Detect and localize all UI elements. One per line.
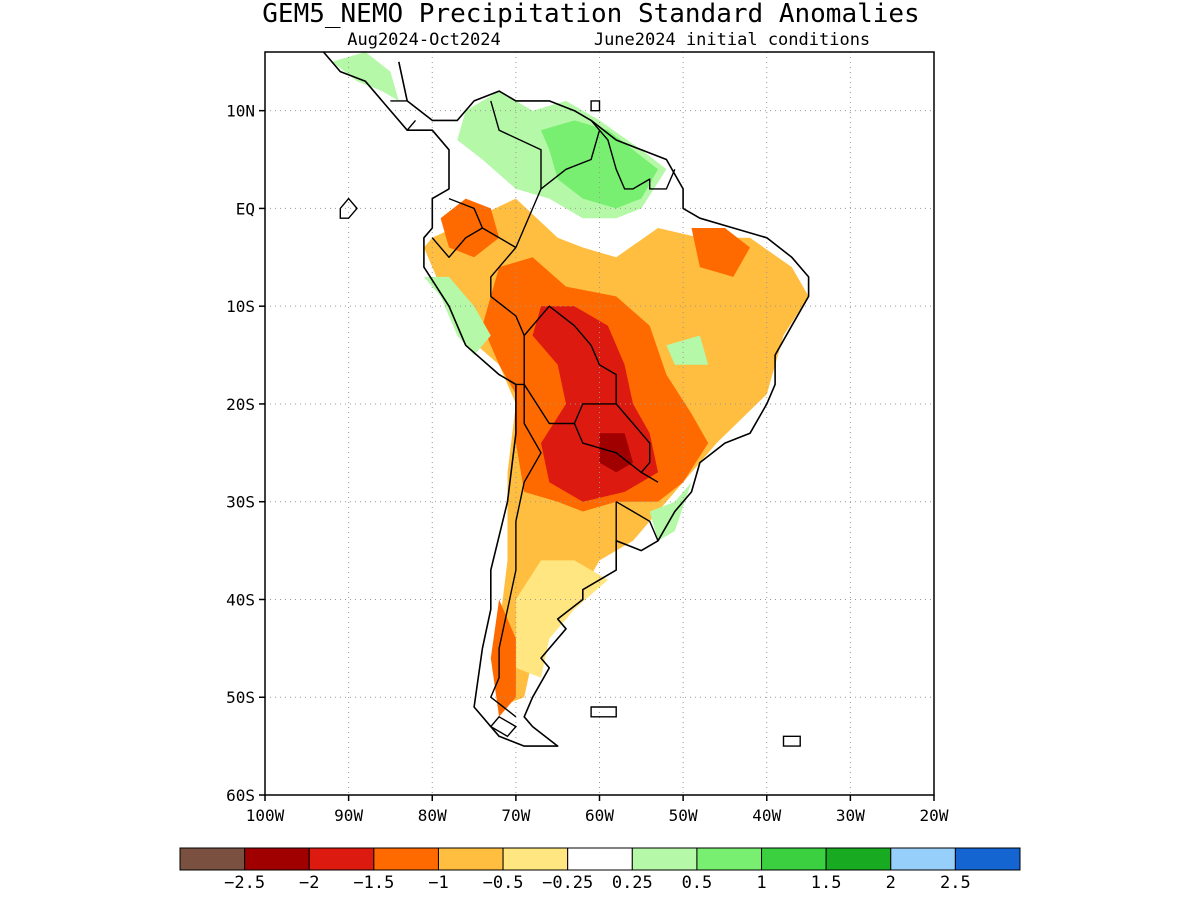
colorbar-swatch (825, 847, 892, 871)
colorbar-swatch (954, 847, 1021, 871)
anomaly-region-13 (666, 335, 709, 365)
lon-tick-label: 80W (418, 806, 447, 825)
colorbar-label: 1 (756, 873, 766, 893)
country-border (448, 197, 517, 249)
map-title: GEM5_NEMO Precipitation Standard Anomali… (262, 0, 919, 29)
lon-tick-label: 60W (585, 806, 614, 825)
coastlines (322, 52, 810, 747)
colorbar-label: 2.5 (940, 873, 971, 893)
island-outline (489, 715, 517, 738)
colorbar-label: 0.25 (612, 873, 653, 893)
map-subtitle-initial-conditions: June2024 initial conditions (594, 30, 870, 50)
lat-tick-label: 60S (226, 786, 255, 805)
country-border (573, 403, 651, 474)
map-subtitle-period: Aug2024-Oct2024 (347, 30, 501, 50)
anomaly-region-4 (691, 228, 750, 277)
country-border (523, 305, 617, 425)
longitude-axis: 100W 90W 80W 70W 60W 50W 40W 30W 20W (246, 795, 949, 825)
anomaly-region-11 (331, 52, 399, 101)
colorbar-swatch (437, 847, 504, 871)
colorbar-label: −1 (428, 873, 448, 893)
map-area: 10N EQ 10S 20S 30S 40S 50S 60S 100W 90W 80W 70W 60W… (226, 51, 949, 825)
lon-tick-label: 50W (669, 806, 698, 825)
colorbar-swatch (567, 847, 633, 871)
island-outline (782, 735, 801, 747)
country-border (615, 501, 659, 542)
colorbar-label: −0.5 (483, 873, 524, 893)
lon-tick-label: 100W (246, 806, 285, 825)
lat-tick-label: 30S (226, 493, 255, 512)
country-border (431, 227, 483, 258)
island-outline (590, 706, 617, 718)
island-outline (339, 197, 358, 219)
lat-tick-label: 10N (226, 102, 255, 121)
colorbar-swatch (308, 847, 375, 871)
colorbar-swatch (890, 847, 956, 871)
latitude-axis: 10N EQ 10S 20S 30S 40S 50S 60S (226, 102, 265, 805)
anomaly-region-9 (541, 120, 658, 209)
colorbar-swatch (761, 847, 827, 871)
anomaly-region-1 (515, 560, 608, 678)
colorbar-label: −2.5 (224, 873, 265, 893)
country-border (598, 129, 676, 190)
colorbar-label: −2 (299, 873, 319, 893)
colorbar-label: 1.5 (811, 873, 842, 893)
colorbar-swatch (179, 847, 246, 871)
colorbar-label: −0.25 (542, 873, 593, 893)
country-border (490, 384, 542, 718)
anomaly-region-5 (490, 599, 516, 717)
lat-tick-label: 40S (226, 590, 255, 609)
country-border (540, 119, 601, 190)
lat-tick-label: EQ (236, 199, 255, 218)
lon-tick-label: 90W (334, 806, 363, 825)
lat-tick-label: 20S (226, 395, 255, 414)
colorbar-label: 2 (886, 873, 896, 893)
colorbar: −2.5 −2 −1.5 −1 −0.5 −0.25 0.25 0.5 1 1.5 2 2.5 (179, 847, 1021, 893)
colorbar-label: 0.5 (682, 873, 713, 893)
colorbar-label: −1.5 (353, 873, 394, 893)
colorbar-swatch (502, 847, 569, 871)
lon-tick-label: 70W (501, 806, 530, 825)
colorbar-swatch (631, 847, 698, 871)
lat-tick-label: 10S (226, 297, 255, 316)
coastline (322, 52, 810, 747)
lon-tick-label: 30W (836, 806, 865, 825)
colorbar-swatch (373, 847, 439, 871)
colorbar-swatch (696, 847, 763, 871)
lat-tick-label: 50S (226, 688, 255, 707)
colorbar-swatch (244, 847, 310, 871)
country-border (406, 119, 417, 131)
country-border (490, 100, 542, 248)
anomaly-region-12 (649, 482, 692, 541)
lon-tick-label: 20W (920, 806, 949, 825)
anomaly-region-10 (423, 276, 491, 356)
country-border (640, 471, 659, 483)
lon-tick-label: 40W (752, 806, 781, 825)
island-outline (590, 100, 601, 112)
anomaly-region-3 (440, 198, 500, 258)
